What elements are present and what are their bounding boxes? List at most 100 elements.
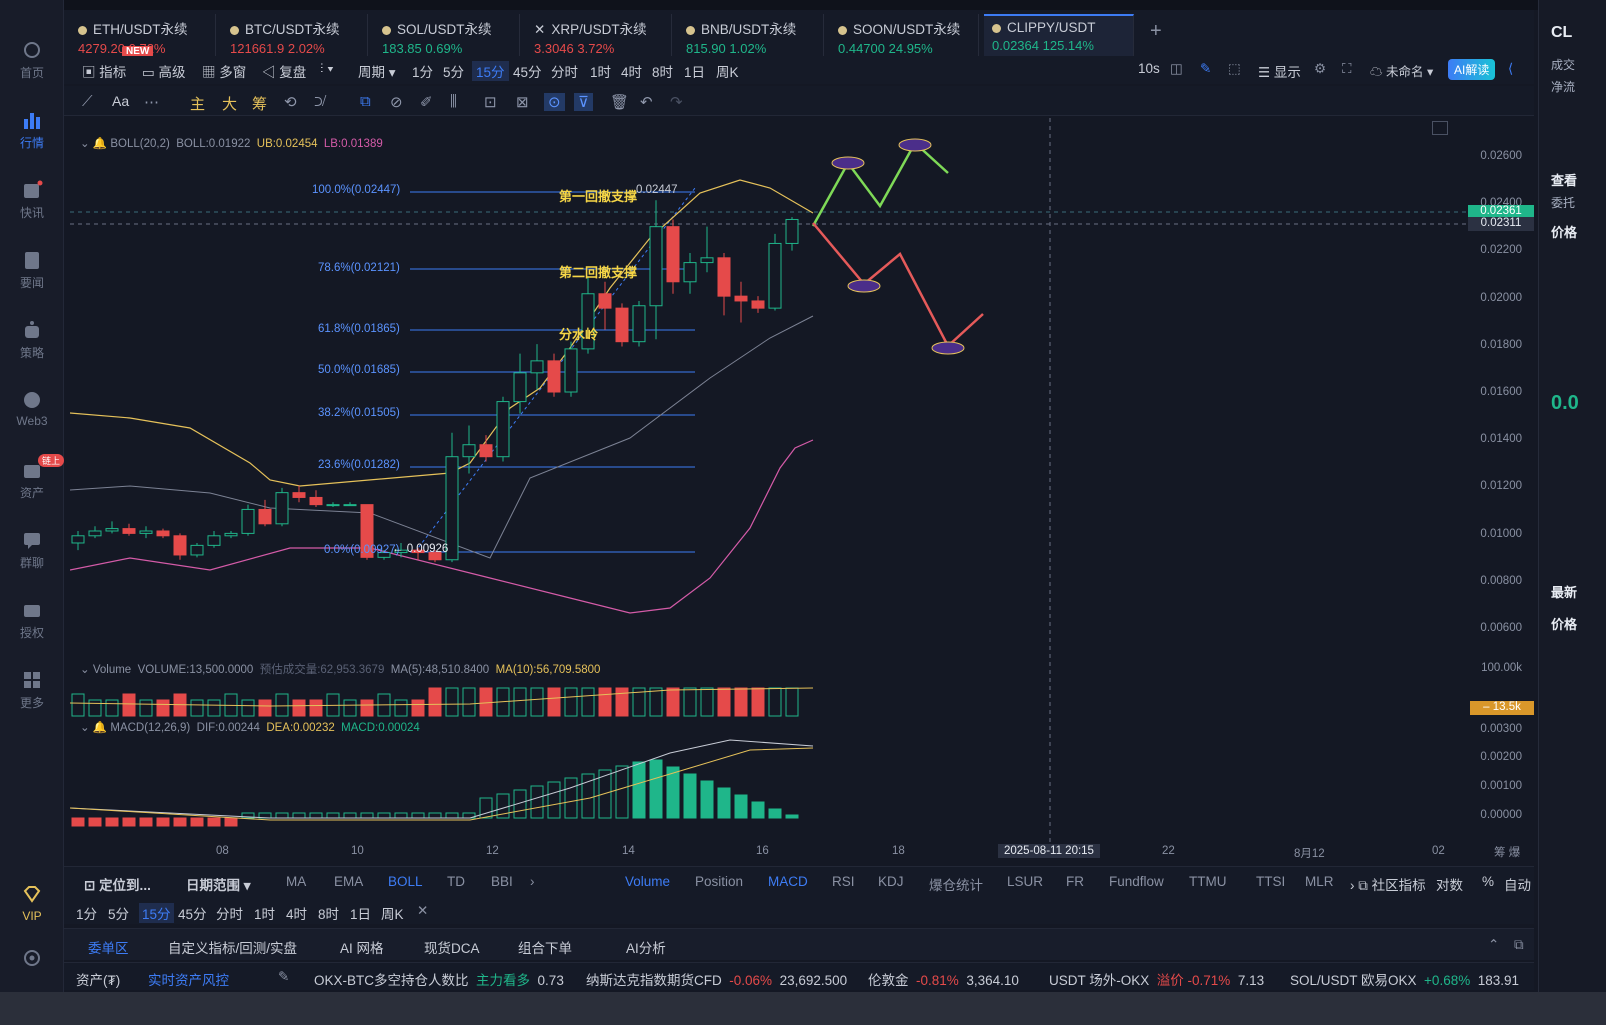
- pen-icon[interactable]: ✎: [1200, 61, 1212, 76]
- right-label[interactable]: 查看: [1551, 173, 1578, 188]
- chips-tool[interactable]: 筹: [252, 96, 268, 113]
- main-ind-td[interactable]: TD: [447, 874, 465, 889]
- ticker-assets[interactable]: 资产(₮): [76, 973, 121, 988]
- sidebar-item-news[interactable]: 要闻: [0, 250, 64, 291]
- sidebar-item-home[interactable]: 首页: [0, 40, 64, 81]
- ticker-item[interactable]: SOL/USDT 欧易OKX +0.68% 183.91: [1290, 969, 1519, 989]
- main-ind-ema[interactable]: EMA: [334, 874, 364, 889]
- panel-tab-ai-analysis[interactable]: AI分析: [626, 941, 666, 956]
- main-ind-boll[interactable]: BOLL: [388, 874, 423, 889]
- community-indicator-button[interactable]: › ⧉ 社区指标: [1350, 878, 1426, 893]
- main-ind-ma[interactable]: MA: [286, 874, 307, 889]
- ticker-risk[interactable]: 实时资产风控: [148, 973, 229, 988]
- interval-4h[interactable]: 4时: [621, 65, 643, 80]
- edit-icon[interactable]: ⊠: [516, 94, 529, 111]
- refresh-interval[interactable]: 10s: [1138, 61, 1160, 76]
- sidebar-item-more[interactable]: 更多: [0, 670, 64, 711]
- period-dropdown[interactable]: 周期 ▾: [358, 65, 396, 80]
- undo-icon[interactable]: ↶: [640, 94, 653, 111]
- chart-area[interactable]: ⌄ 🔔 BOLL(20,2) BOLL:0.01922 UB:0.02454 L…: [70, 118, 1534, 863]
- sidebar-item-vip[interactable]: VIP: [0, 885, 64, 923]
- interval-45m[interactable]: 45分: [513, 65, 542, 80]
- panel-tab-orders[interactable]: 委单区: [88, 937, 129, 965]
- share-icon[interactable]: ⟨: [1508, 61, 1514, 76]
- ticker-item[interactable]: 纳斯达克指数期货CFD -0.06% 23,692.500: [586, 969, 847, 989]
- measure-icon[interactable]: ⟉: [314, 93, 327, 110]
- sidebar-item-chat[interactable]: 群聊: [0, 530, 64, 571]
- chevron-right-icon[interactable]: ›: [530, 874, 535, 889]
- tab-soon[interactable]: SOON/USDT永续 0.44700 24.95%: [824, 14, 979, 56]
- interval-week[interactable]: 周K: [716, 65, 739, 80]
- ruler-icon[interactable]: ⊘: [390, 94, 403, 111]
- settings-button[interactable]: [0, 948, 64, 972]
- tab-sol[interactable]: SOL/USDT永续 183.85 0.69%: [368, 14, 520, 56]
- frame-icon[interactable]: ⬚: [1228, 61, 1241, 76]
- settings-icon[interactable]: ⚙: [1314, 61, 1327, 76]
- panel-tab-custom[interactable]: 自定义指标/回测/实盘: [168, 941, 298, 956]
- b-interval-1d[interactable]: 1日: [350, 907, 372, 922]
- panel-tab-ai-grid[interactable]: AI 网格: [340, 941, 384, 956]
- sub-ind-liquidation[interactable]: 爆仓统计: [929, 878, 983, 893]
- display-button[interactable]: ☰ 显示: [1258, 65, 1301, 80]
- sidebar-item-web3[interactable]: Web3: [0, 390, 64, 428]
- copy-icon[interactable]: ⧉: [360, 93, 371, 110]
- interval-8h[interactable]: 8时: [652, 65, 674, 80]
- b-interval-15m[interactable]: 15分: [139, 903, 174, 923]
- b-interval-1m[interactable]: 1分: [76, 907, 98, 922]
- percent-scale-toggle[interactable]: %: [1482, 874, 1495, 889]
- sub-ind-kdj[interactable]: KDJ: [878, 874, 904, 889]
- b-interval-5m[interactable]: 5分: [108, 907, 130, 922]
- advanced-button[interactable]: ▭ 高级: [142, 65, 186, 80]
- sub-ind-mlr[interactable]: MLR: [1305, 874, 1334, 889]
- ticker-item[interactable]: OKX-BTC多空持仓人数比 主力看多 0.73: [314, 969, 564, 989]
- multiwindow-button[interactable]: ▦ 多窗: [202, 65, 247, 80]
- b-interval-1h[interactable]: 1时: [254, 907, 276, 922]
- auto-scale-toggle[interactable]: 自动: [1504, 878, 1531, 893]
- tab-xrp[interactable]: ✕ XRP/USDT永续 3.3046 3.72%: [520, 14, 672, 56]
- sub-ind-ttsi[interactable]: TTSI: [1256, 874, 1286, 889]
- fullscreen-icon[interactable]: ⛶: [1342, 61, 1352, 76]
- sub-ind-volume[interactable]: Volume: [625, 874, 671, 889]
- b-interval-timeshare[interactable]: 分时: [216, 907, 243, 922]
- chart-type-dropdown[interactable]: ⫶ ▾: [320, 61, 334, 76]
- sidebar-item-auth[interactable]: 授权: [0, 600, 64, 641]
- sub-ind-position[interactable]: Position: [695, 874, 744, 889]
- locate-button[interactable]: ⊡ 定位到...: [84, 878, 151, 893]
- popout-icon[interactable]: ⧉: [1514, 937, 1524, 952]
- sub-ind-rsi[interactable]: RSI: [832, 874, 855, 889]
- redo-icon[interactable]: ↷: [670, 94, 683, 111]
- replay-button[interactable]: ◁ 复盘: [262, 65, 307, 80]
- sub-ind-fundflow[interactable]: Fundflow: [1109, 874, 1164, 889]
- ticker-item[interactable]: USDT 场外-OKX 溢价 -0.71% 7.13: [1049, 969, 1264, 989]
- add-tab-button[interactable]: +: [1150, 20, 1162, 42]
- candle-tool-icon[interactable]: ⫼: [450, 93, 457, 110]
- camera-icon[interactable]: ◫: [1170, 61, 1183, 76]
- tab-eth[interactable]: ETH/USDT永续 4279.20 0.72% NEW: [64, 14, 216, 57]
- cycle-icon[interactable]: ⟲: [284, 94, 297, 111]
- interval-1d[interactable]: 1日: [684, 65, 706, 80]
- tab-btc[interactable]: BTC/USDT永续 121661.9 2.02%: [216, 14, 368, 56]
- expand-icon[interactable]: [1432, 121, 1448, 135]
- filter-icon[interactable]: ⊽: [574, 93, 593, 111]
- ticker-item[interactable]: 伦敦金 -0.81% 3,364.10: [868, 969, 1019, 989]
- sub-ind-fr[interactable]: FR: [1066, 874, 1084, 889]
- sub-ind-lsur[interactable]: LSUR: [1007, 874, 1044, 889]
- sidebar-item-strategy[interactable]: 策略: [0, 320, 64, 361]
- tab-bnb[interactable]: BNB/USDT永续 815.90 1.02%: [672, 14, 824, 56]
- sidebar-item-market[interactable]: 行情: [0, 110, 64, 151]
- interval-timeshare[interactable]: 分时: [551, 65, 578, 80]
- panel-tab-dca[interactable]: 现货DCA: [424, 941, 480, 956]
- interval-1h[interactable]: 1时: [590, 65, 612, 80]
- date-range-dropdown[interactable]: 日期范围 ▾: [186, 878, 251, 893]
- b-interval-week[interactable]: 周K: [381, 907, 404, 922]
- big-chip[interactable]: 大: [222, 96, 238, 113]
- collapse-icon[interactable]: ⌃: [1488, 937, 1500, 952]
- main-ind-bbi[interactable]: BBI: [491, 874, 513, 889]
- log-scale-toggle[interactable]: 对数: [1436, 878, 1463, 893]
- brush-icon[interactable]: ✐: [420, 94, 433, 111]
- magnet-icon[interactable]: ⊙: [544, 93, 565, 111]
- b-interval-4h[interactable]: 4时: [286, 907, 308, 922]
- sub-ind-ttmu[interactable]: TTMU: [1189, 874, 1227, 889]
- sidebar-item-assets[interactable]: 链上 资产: [0, 454, 64, 501]
- close-icon[interactable]: ✕: [417, 903, 429, 918]
